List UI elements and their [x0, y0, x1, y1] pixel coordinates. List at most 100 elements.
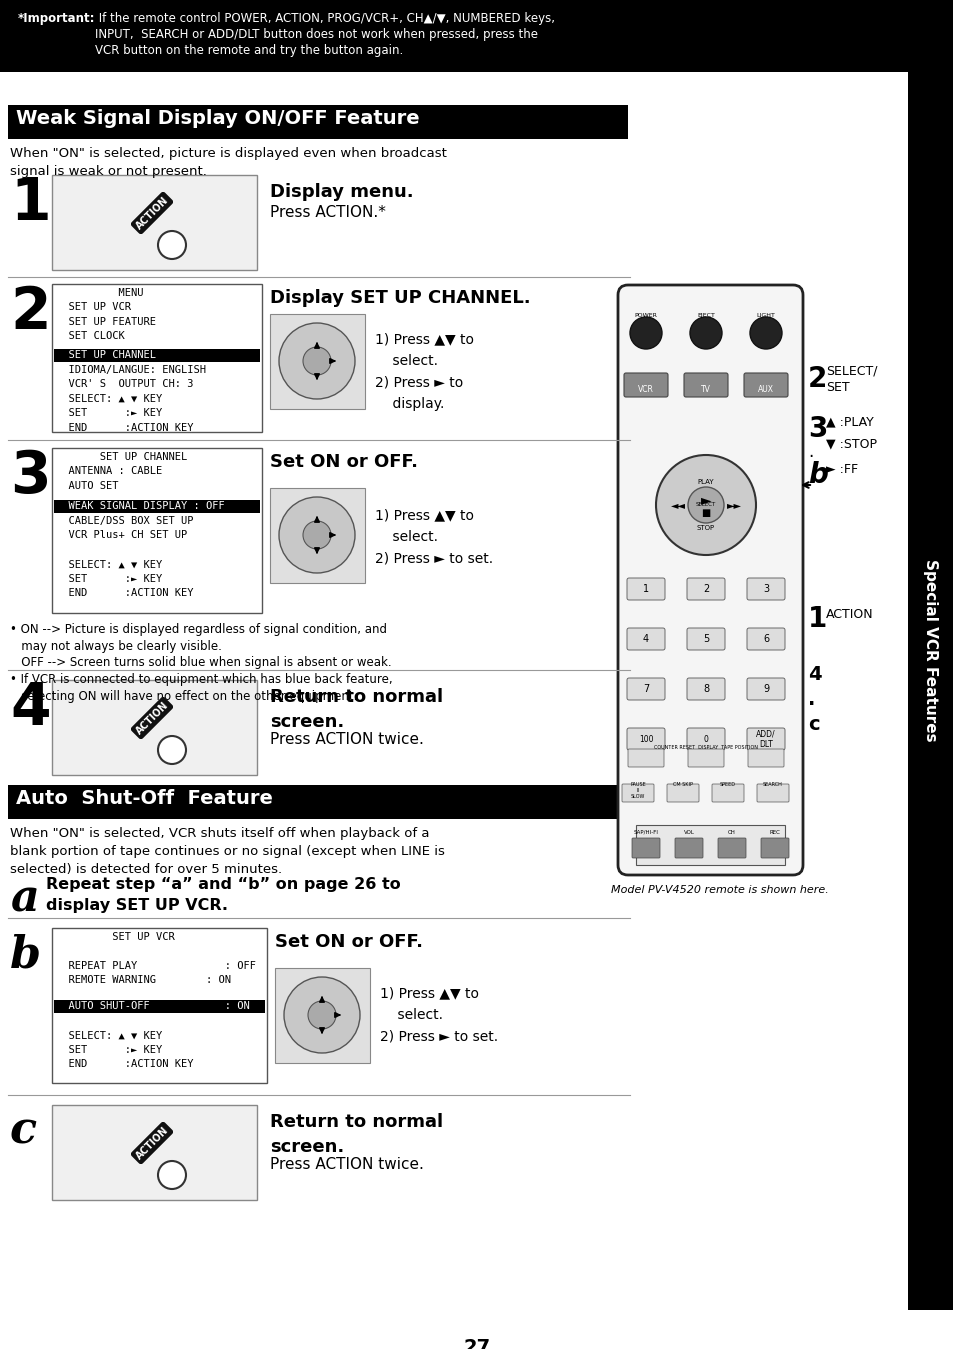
- Text: Press ACTION.*: Press ACTION.*: [270, 205, 385, 220]
- Text: 1: 1: [807, 604, 826, 633]
- Circle shape: [749, 317, 781, 349]
- Bar: [0, 0, 953, 71]
- FancyBboxPatch shape: [675, 838, 702, 858]
- Bar: [270, 488, 365, 583]
- Text: ►►: ►►: [726, 500, 740, 510]
- Circle shape: [689, 317, 721, 349]
- Text: Return to normal
screen.: Return to normal screen.: [270, 688, 442, 731]
- Text: When "ON" is selected, picture is displayed even when broadcast
signal is weak o: When "ON" is selected, picture is displa…: [10, 147, 446, 178]
- Text: .: .: [807, 442, 812, 461]
- Text: Auto  Shut-Off  Feature: Auto Shut-Off Feature: [16, 789, 273, 808]
- Circle shape: [158, 231, 186, 259]
- Circle shape: [656, 455, 755, 554]
- Circle shape: [158, 1161, 186, 1188]
- Text: 3: 3: [10, 448, 51, 505]
- Text: 5: 5: [702, 634, 708, 643]
- Text: 100: 100: [639, 734, 653, 743]
- Text: AUTO SHUT-OFF            : ON: AUTO SHUT-OFF : ON: [56, 1001, 250, 1010]
- Text: VCR button on the remote and try the button again.: VCR button on the remote and try the but…: [95, 45, 403, 57]
- FancyBboxPatch shape: [746, 577, 784, 600]
- Text: Model PV-V4520 remote is shown here.: Model PV-V4520 remote is shown here.: [611, 885, 828, 894]
- Circle shape: [278, 496, 355, 573]
- FancyBboxPatch shape: [746, 679, 784, 700]
- Bar: [636, 826, 784, 865]
- Text: TV: TV: [700, 384, 710, 394]
- Bar: [8, 105, 627, 139]
- Text: ◄◄: ◄◄: [670, 500, 685, 510]
- FancyBboxPatch shape: [686, 679, 724, 700]
- Bar: [52, 285, 262, 432]
- Text: PAUSE
Ⅱ
SLOW: PAUSE Ⅱ SLOW: [630, 782, 645, 799]
- Text: Special VCR Features: Special VCR Features: [923, 558, 938, 742]
- Circle shape: [308, 1001, 335, 1029]
- Text: ■: ■: [700, 509, 710, 518]
- Text: EJECT: EJECT: [697, 313, 714, 318]
- Text: 2: 2: [702, 584, 708, 594]
- FancyBboxPatch shape: [631, 838, 659, 858]
- Text: 1: 1: [10, 175, 51, 232]
- Text: 4: 4: [10, 680, 51, 737]
- Text: c: c: [10, 1110, 37, 1153]
- Text: CH: CH: [727, 830, 735, 835]
- Text: ACTION: ACTION: [133, 1125, 170, 1161]
- FancyBboxPatch shape: [627, 749, 663, 768]
- FancyBboxPatch shape: [687, 749, 723, 768]
- FancyBboxPatch shape: [621, 784, 654, 803]
- Bar: [274, 969, 370, 1063]
- Text: Set ON or OFF.: Set ON or OFF.: [270, 453, 417, 471]
- FancyBboxPatch shape: [686, 629, 724, 650]
- Text: ►: ►: [700, 492, 711, 507]
- Bar: [54, 1000, 265, 1013]
- Circle shape: [303, 347, 331, 375]
- Text: WEAK SIGNAL DISPLAY : OFF: WEAK SIGNAL DISPLAY : OFF: [56, 500, 225, 511]
- Text: 1) Press ▲▼ to
    select.
2) Press ► to set.: 1) Press ▲▼ to select. 2) Press ► to set…: [379, 986, 497, 1043]
- Text: SPEED: SPEED: [720, 782, 735, 786]
- FancyBboxPatch shape: [623, 374, 667, 397]
- Circle shape: [284, 977, 359, 1054]
- Text: SELECT: SELECT: [695, 502, 716, 507]
- Text: 1) Press ▲▼ to
    select.
2) Press ► to
    display.: 1) Press ▲▼ to select. 2) Press ► to dis…: [375, 332, 474, 411]
- Text: 1) Press ▲▼ to
    select.
2) Press ► to set.: 1) Press ▲▼ to select. 2) Press ► to set…: [375, 509, 493, 565]
- FancyBboxPatch shape: [746, 728, 784, 750]
- Bar: [54, 349, 260, 362]
- FancyBboxPatch shape: [757, 784, 788, 803]
- Text: SAP/HI-FI: SAP/HI-FI: [633, 830, 658, 835]
- Bar: [52, 680, 256, 774]
- Text: STOP: STOP: [697, 525, 715, 532]
- Text: REC: REC: [769, 830, 780, 835]
- Text: LIGHT: LIGHT: [756, 313, 775, 318]
- Text: a: a: [10, 877, 39, 920]
- Text: 2: 2: [10, 285, 51, 341]
- Text: 3: 3: [807, 415, 826, 442]
- FancyBboxPatch shape: [760, 838, 788, 858]
- FancyBboxPatch shape: [626, 577, 664, 600]
- Circle shape: [158, 737, 186, 764]
- FancyBboxPatch shape: [626, 679, 664, 700]
- Text: 9: 9: [762, 684, 768, 693]
- Bar: [8, 785, 627, 819]
- Text: 4
.
c: 4 . c: [807, 665, 821, 734]
- Text: IDIOMA/LANGUE: ENGLISH
  VCR' S  OUTPUT CH: 3
  SELECT: ▲ ▼ KEY
  SET      :► KE: IDIOMA/LANGUE: ENGLISH VCR' S OUTPUT CH:…: [56, 366, 206, 433]
- Text: ACTION: ACTION: [825, 608, 873, 621]
- Bar: [52, 448, 262, 612]
- Text: SEARCH: SEARCH: [762, 782, 782, 786]
- Text: ▲ :PLAY: ▲ :PLAY: [825, 415, 873, 428]
- Text: MENU
  SET UP VCR
  SET UP FEATURE
  SET CLOCK: MENU SET UP VCR SET UP FEATURE SET CLOCK: [56, 287, 156, 341]
- Text: Weak Signal Display ON/OFF Feature: Weak Signal Display ON/OFF Feature: [16, 109, 419, 128]
- Text: SELECT: ▲ ▼ KEY
  SET      :► KEY
  END      :ACTION KEY: SELECT: ▲ ▼ KEY SET :► KEY END :ACTION K…: [56, 1016, 193, 1070]
- Text: Set ON or OFF.: Set ON or OFF.: [274, 934, 422, 951]
- Text: 1: 1: [642, 584, 648, 594]
- Text: ADD/
DLT: ADD/ DLT: [756, 730, 775, 749]
- Text: *Important:: *Important:: [18, 12, 95, 26]
- Bar: [52, 175, 256, 270]
- Text: SET UP CHANNEL
  ANTENNA : CABLE
  AUTO SET: SET UP CHANNEL ANTENNA : CABLE AUTO SET: [56, 452, 187, 491]
- Text: 0: 0: [702, 734, 708, 743]
- Circle shape: [629, 317, 661, 349]
- Bar: [270, 314, 365, 409]
- FancyBboxPatch shape: [743, 374, 787, 397]
- Text: Display SET UP CHANNEL.: Display SET UP CHANNEL.: [270, 289, 530, 308]
- Text: ACTION: ACTION: [133, 194, 170, 231]
- Text: 8: 8: [702, 684, 708, 693]
- Circle shape: [687, 487, 723, 523]
- Text: AUX: AUX: [758, 384, 773, 394]
